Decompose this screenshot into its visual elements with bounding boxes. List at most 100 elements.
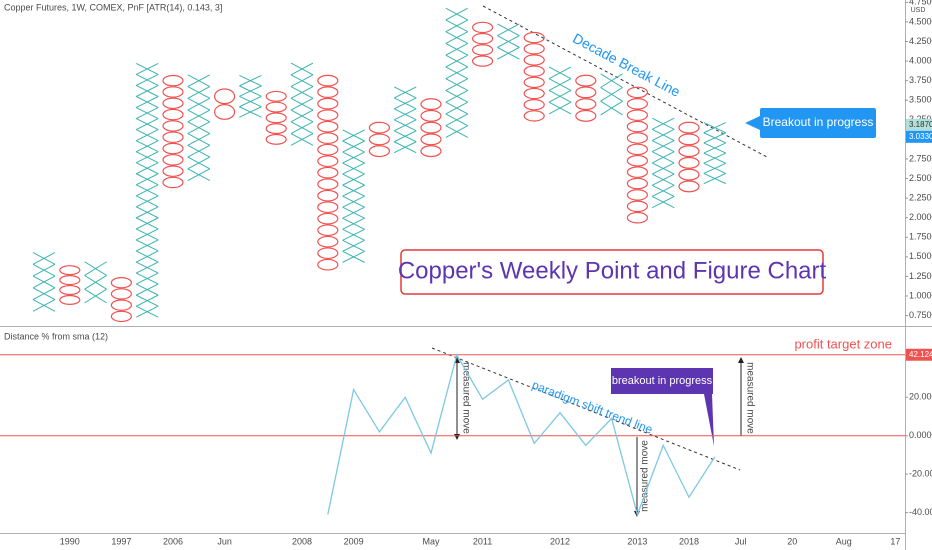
y-tick-label: 2.5000 xyxy=(909,173,932,183)
price-tag xyxy=(906,130,932,143)
x-box xyxy=(187,74,211,87)
y-tick-label: -20.0000 xyxy=(909,469,932,479)
o-box xyxy=(317,120,339,133)
x-box xyxy=(651,140,675,153)
o-box xyxy=(626,166,649,178)
x-box xyxy=(651,196,675,209)
x-box xyxy=(342,129,365,142)
x-column xyxy=(445,7,469,138)
o-column xyxy=(472,21,494,67)
y-tick-label: 0.0000 xyxy=(909,430,932,440)
o-box xyxy=(162,97,184,110)
x-box xyxy=(135,305,159,318)
o-box xyxy=(317,166,339,179)
o-box xyxy=(214,88,236,105)
x-column xyxy=(290,62,314,146)
x-box xyxy=(187,144,211,158)
o-column xyxy=(678,121,700,193)
o-box xyxy=(110,288,133,300)
o-box xyxy=(678,133,700,146)
o-box xyxy=(317,109,339,122)
callout-pointer xyxy=(704,394,714,446)
x-box xyxy=(187,156,211,170)
o-box xyxy=(59,294,81,305)
x-box xyxy=(393,119,417,132)
x-box xyxy=(445,19,469,33)
measured-label: measured move xyxy=(460,362,471,434)
measured-label: measured move xyxy=(744,362,755,434)
x-box xyxy=(135,140,159,153)
x-box xyxy=(84,261,107,276)
o-box xyxy=(626,189,649,201)
x-box xyxy=(187,133,211,146)
x-tick-label: 1990 xyxy=(60,536,80,546)
o-box xyxy=(523,43,545,55)
target-label: profit target zone xyxy=(794,336,892,351)
y-tick-label: 0.7500 xyxy=(909,310,932,320)
x-box xyxy=(84,275,107,290)
o-column xyxy=(110,276,133,323)
price-tag-label: 3.0330 xyxy=(909,132,932,141)
o-box xyxy=(678,156,700,169)
x-box xyxy=(135,62,159,75)
x-box xyxy=(187,97,211,111)
trend-label: Decade Break Line xyxy=(570,30,683,100)
y-tick-label: 4.5000 xyxy=(909,16,932,26)
x-box xyxy=(548,90,572,103)
x-box xyxy=(497,46,520,60)
x-box xyxy=(290,109,314,123)
o-column xyxy=(575,74,597,122)
x-box xyxy=(445,113,469,127)
x-box xyxy=(342,173,365,186)
o-column xyxy=(368,121,390,158)
x-box xyxy=(135,162,159,175)
x-box xyxy=(135,294,159,307)
o-column xyxy=(59,265,81,305)
x-box xyxy=(135,129,159,142)
y-tick-label: 1.5000 xyxy=(909,251,932,261)
x-box xyxy=(703,173,727,185)
x-box xyxy=(548,101,572,115)
o-column xyxy=(626,86,649,224)
x-box xyxy=(445,54,469,68)
x-box xyxy=(32,275,56,289)
x-box xyxy=(135,73,159,86)
o-box xyxy=(265,112,287,124)
o-box xyxy=(626,120,649,133)
o-column xyxy=(420,98,442,158)
x-box xyxy=(600,87,623,102)
x-box xyxy=(342,228,365,241)
x-tick-label: 2012 xyxy=(550,536,570,546)
x-box xyxy=(445,7,469,21)
callout-text-2: breakout in progress xyxy=(612,375,713,387)
x-box xyxy=(342,250,365,263)
x-box xyxy=(342,162,365,175)
x-box xyxy=(135,261,159,274)
o-box xyxy=(265,123,287,135)
x-box xyxy=(187,168,211,181)
o-box xyxy=(162,154,184,166)
o-box xyxy=(162,108,184,121)
o-box xyxy=(317,235,339,248)
price-tag xyxy=(906,348,932,361)
o-box xyxy=(59,284,81,296)
x-column xyxy=(703,122,727,185)
x-box xyxy=(393,108,417,121)
y-tick-label: 2.0000 xyxy=(909,212,932,222)
x-tick-label: 1997 xyxy=(111,536,131,546)
x-box xyxy=(497,23,520,37)
x-box xyxy=(548,78,572,91)
o-box xyxy=(626,143,649,156)
o-box xyxy=(317,224,339,237)
x-box xyxy=(135,239,159,252)
o-box xyxy=(162,165,184,177)
o-box xyxy=(678,145,700,158)
x-box xyxy=(135,283,159,296)
x-box xyxy=(135,250,159,263)
o-box xyxy=(317,201,339,214)
x-box xyxy=(135,195,159,208)
measured-label: measured move xyxy=(640,440,651,512)
x-column xyxy=(32,252,56,312)
x-tick-label: 2013 xyxy=(627,536,647,546)
x-box xyxy=(135,118,159,131)
